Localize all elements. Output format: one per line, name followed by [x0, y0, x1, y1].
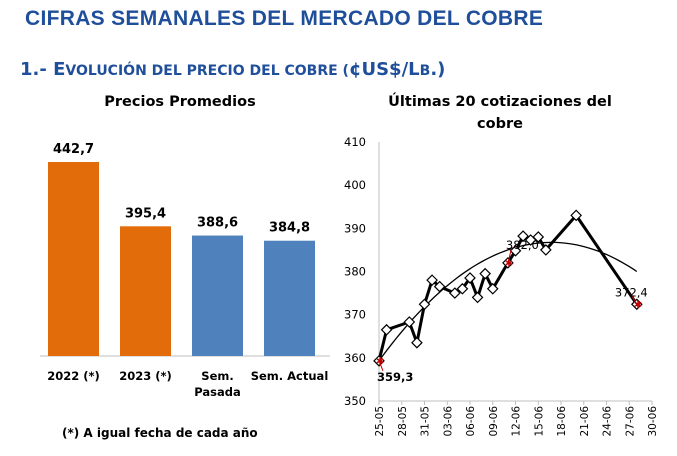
y-tick-label: 400	[344, 178, 366, 192]
annotation-marker: ✱	[505, 258, 513, 269]
data-point-marker	[411, 336, 423, 349]
annotation-label: 382,0	[506, 238, 539, 252]
section-rest-1: VOLUCIÓN DEL PRECIO DEL COBRE (	[65, 63, 349, 79]
trend-curve	[378, 241, 638, 362]
bar-value-labels: 442,7 395,4 388,6 384,8	[53, 142, 310, 236]
annotation-marker: ✱	[634, 300, 642, 311]
section-cap-1: E	[53, 59, 66, 80]
y-tick-label: 390	[344, 221, 366, 235]
annotation-marker: ✱	[376, 356, 384, 367]
price-series	[373, 209, 643, 367]
bar-category-label: Pasada	[194, 385, 240, 399]
bar-4	[264, 240, 315, 356]
data-point-marker	[539, 244, 552, 256]
section-title: 1.- EVOLUCIÓN DEL PRECIO DEL COBRE (¢US$…	[20, 59, 445, 80]
data-point-marker	[570, 209, 583, 222]
line-chart-title-line-1: Últimas 20 cotizaciones del	[388, 92, 612, 110]
data-point-marker	[486, 282, 499, 295]
data-point-marker	[532, 231, 545, 243]
y-tick-label: 360	[344, 351, 366, 365]
bar-value-label: 442,7	[53, 142, 94, 157]
section-rest-2: B	[419, 63, 431, 79]
data-point-marker	[479, 267, 492, 280]
x-tick-label: 24-06	[602, 406, 614, 437]
data-point-marker	[464, 272, 476, 284]
trend-line	[378, 241, 638, 362]
x-tick-label: 27-06	[624, 406, 636, 437]
bar-category-label: 2023 (*)	[119, 369, 172, 383]
data-point-marker	[448, 287, 461, 299]
y-tick-label: 380	[344, 265, 366, 279]
data-point-marker	[380, 323, 393, 336]
bar-value-label: 395,4	[125, 206, 166, 221]
main-title: CIFRAS SEMANALES DEL MERCADO DEL COBRE	[25, 7, 544, 30]
data-point-marker	[433, 280, 446, 293]
line-chart-title-line-2: cobre	[477, 116, 523, 132]
bar-value-label: 384,8	[269, 221, 310, 236]
x-tick-label: 30-06	[647, 406, 659, 437]
line-annotations: ✱359,3✱382,0✱372,4	[376, 238, 648, 384]
annotation-leader	[630, 294, 638, 305]
annotation-leader	[507, 246, 513, 263]
bar-3	[192, 235, 243, 356]
data-point-marker	[509, 244, 522, 257]
bar-category-label: Sem. Actual	[251, 369, 329, 383]
x-tick-label: 18-06	[556, 406, 568, 437]
data-point-marker	[517, 230, 529, 242]
data-point-marker	[456, 282, 469, 295]
bar-1	[48, 162, 99, 356]
data-point-marker	[418, 298, 431, 311]
data-point-marker	[471, 291, 484, 304]
section-cap-2: ¢US$/L	[348, 59, 420, 80]
section-prefix: 1.-	[20, 59, 54, 80]
x-tick-label: 15-06	[533, 406, 545, 437]
x-tick-label: 28-05	[397, 406, 409, 437]
annotation-label: 372,4	[615, 285, 648, 299]
y-tick-label: 370	[344, 308, 366, 322]
footnote: (*) A igual fecha de cada año	[62, 426, 258, 440]
annotation-label: 359,3	[377, 370, 413, 384]
data-point-marker	[426, 274, 438, 286]
annotation-leader	[378, 360, 384, 372]
x-tick-label: 21-06	[579, 406, 591, 437]
bar-2	[120, 226, 171, 356]
x-tick-label: 03-06	[442, 406, 454, 437]
bar-value-label: 388,6	[197, 216, 238, 231]
x-tick-label: 12-06	[511, 406, 523, 437]
x-tick-label: 31-05	[420, 406, 432, 437]
bar-chart-title: Precios Promedios	[104, 94, 255, 110]
x-tick-label: 06-06	[465, 406, 477, 437]
bar-group	[48, 162, 315, 356]
bar-category-label: Sem.	[201, 369, 233, 383]
x-tick-label: 09-06	[488, 406, 500, 437]
y-tick-label: 350	[344, 394, 366, 408]
y-tick-label: 410	[344, 135, 366, 149]
line-axes: 350 360 370 380 390 400 410 25-05 28-05 31-05 03-0…	[344, 135, 659, 437]
section-end: .)	[430, 59, 446, 80]
data-point-marker	[403, 316, 416, 328]
bar-category-labels: 2022 (*) 2023 (*) Sem. Pasada Sem. Actual	[47, 369, 328, 399]
x-tick-label: 25-05	[374, 406, 386, 437]
bar-category-label: 2022 (*)	[47, 369, 100, 383]
